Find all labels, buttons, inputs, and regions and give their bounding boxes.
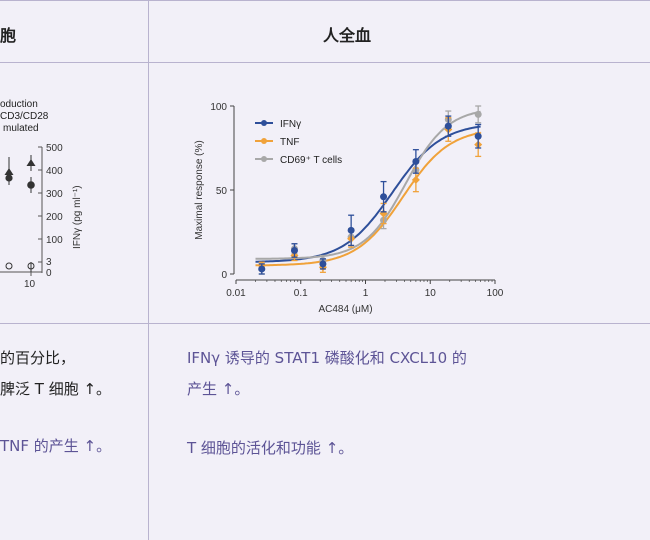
dose-response-chart: 0 50 100 0.01 0.1 1 10 100 AC484 (μM) Maximal res… xyxy=(194,102,504,315)
left-legend-line-1: oduction xyxy=(0,99,38,110)
left-y2-tick-label: 0 xyxy=(46,268,52,279)
left-legend-line-3: mulated xyxy=(3,123,39,134)
table-column-divider xyxy=(148,0,149,540)
left-y2-tick-label: 200 xyxy=(46,212,63,223)
data-point xyxy=(380,193,388,201)
legend-label: CD69⁺ T cells xyxy=(280,155,342,166)
left-y2-tick-label: 100 xyxy=(46,235,63,246)
legend-item: TNF xyxy=(255,137,299,148)
y-tick-label: 50 xyxy=(216,186,228,197)
left-marker-circle xyxy=(27,181,35,189)
left-marker-circle xyxy=(5,174,13,182)
header-whole-blood: 人全血 xyxy=(323,26,372,45)
left-chart-partial: oduction CD3/CD28 mulated 500 400 300 20… xyxy=(0,99,83,290)
chart-legend: IFNγ TNF CD69⁺ T cells xyxy=(255,119,342,166)
right-text-line-2: 产生 ↑。 xyxy=(187,380,250,398)
x-tick-label: 100 xyxy=(487,288,504,299)
fit-curves xyxy=(255,110,481,267)
left-marker-open xyxy=(5,262,13,270)
data-point xyxy=(319,260,327,268)
left-y2-tick-label: 400 xyxy=(46,166,63,177)
left-marker-triangle xyxy=(4,168,14,175)
left-x-tick-label: 10 xyxy=(24,279,36,290)
right-text-line-3: T 细胞的活化和功能 ↑。 xyxy=(187,439,354,457)
data-point xyxy=(412,157,420,165)
left-text-line-2: 脾泛 T 细胞 ↑。 xyxy=(0,380,112,398)
data-point xyxy=(290,246,298,254)
right-text-line-1: IFNγ 诱导的 STAT1 磷酸化和 CXCL10 的 xyxy=(187,349,467,367)
left-y2-axis-label: IFNγ (pg ml⁻¹) xyxy=(72,185,83,249)
x-tick-label: 0.01 xyxy=(226,288,246,299)
data-point xyxy=(347,226,355,234)
y-tick-label: 0 xyxy=(221,270,227,281)
data-point xyxy=(258,265,266,273)
x-axis-label: AC484 (μM) xyxy=(318,304,372,315)
legend-item: CD69⁺ T cells xyxy=(255,155,342,166)
legend-label: TNF xyxy=(280,137,299,148)
legend-label: IFNγ xyxy=(280,119,301,130)
data-point xyxy=(474,110,482,118)
left-legend-line-2: CD3/CD28 xyxy=(0,111,49,122)
left-y2-tick-label: 3 xyxy=(46,257,52,268)
left-y2-tick-label: 300 xyxy=(46,189,63,200)
table-row-divider xyxy=(0,323,650,324)
fit-curve-ifn xyxy=(255,125,481,263)
header-left-cell: 胞 xyxy=(0,26,17,45)
table-top-border xyxy=(0,0,650,1)
x-tick-label: 1 xyxy=(363,288,369,299)
data-point xyxy=(474,132,482,140)
legend-swatch-marker xyxy=(261,138,267,144)
x-tick-label: 10 xyxy=(425,288,437,299)
left-markers xyxy=(4,155,36,272)
legend-swatch-marker xyxy=(261,156,267,162)
y-tick-label: 100 xyxy=(210,102,227,113)
data-point xyxy=(444,122,452,130)
left-y2-tick-label: 500 xyxy=(46,143,63,154)
fit-curve-tnf xyxy=(255,131,481,267)
left-text-line-3: TNF 的产生 ↑。 xyxy=(0,437,112,455)
y-axis-label: Maximal response (%) xyxy=(194,140,205,239)
table-header-divider xyxy=(0,62,650,63)
left-marker-triangle xyxy=(26,159,36,166)
legend-item: IFNγ xyxy=(255,119,301,130)
left-text-line-1: 的百分比， xyxy=(0,349,76,367)
fit-curve-cd69tcells xyxy=(255,110,481,260)
x-tick-label: 0.1 xyxy=(294,288,308,299)
chart-axes: 0 50 100 0.01 0.1 1 10 100 AC484 (μM) Maximal res… xyxy=(194,102,504,315)
legend-swatch-marker xyxy=(261,120,267,126)
data-points xyxy=(257,105,483,275)
data-point xyxy=(411,175,420,184)
